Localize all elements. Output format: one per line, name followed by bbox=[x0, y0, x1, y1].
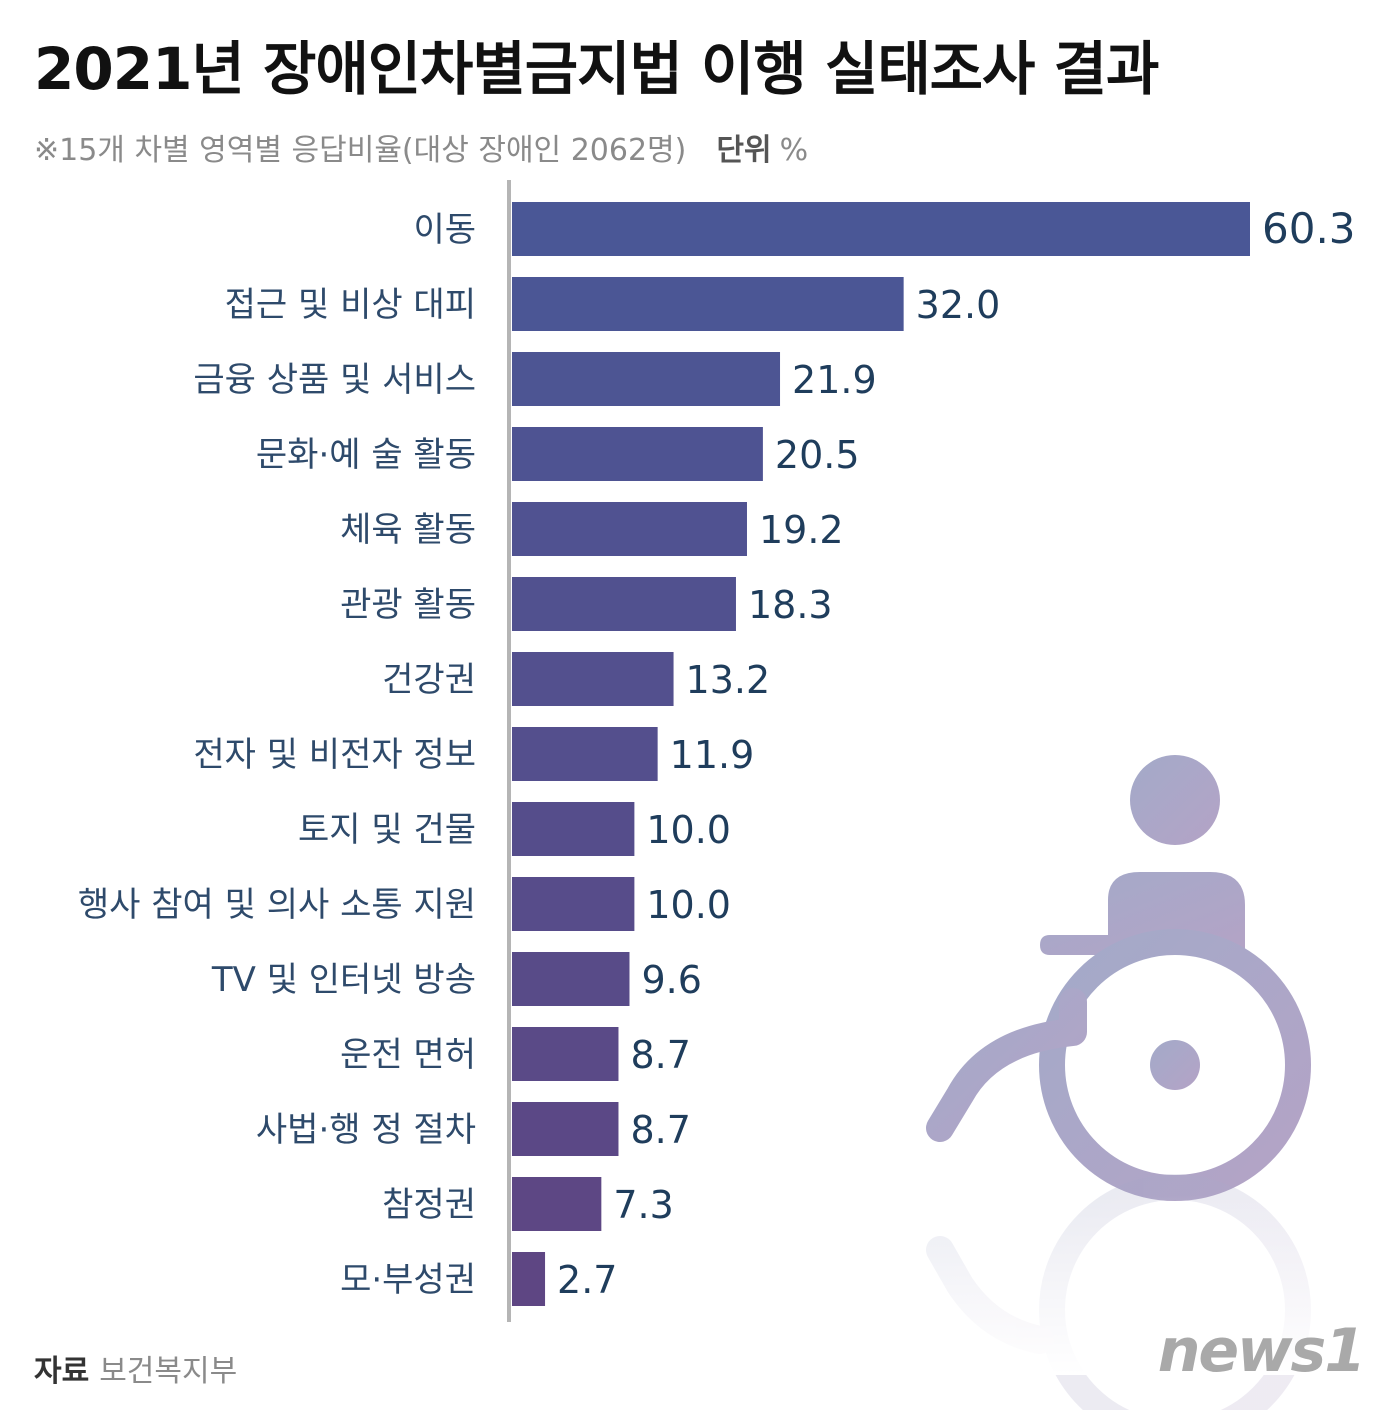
bar-0 bbox=[512, 202, 1250, 256]
value-label-13: 7.3 bbox=[613, 1183, 673, 1227]
bars-group: 이동 60.3 접근 및 비상 대피 32.0 금융 상품 및 서비스 21.9 문화·예 … bbox=[78, 202, 1356, 1306]
bar-9 bbox=[512, 877, 635, 931]
category-label-8: 토지 및 건물 bbox=[298, 810, 476, 850]
value-label-5: 18.3 bbox=[748, 583, 833, 627]
value-label-14: 2.7 bbox=[557, 1258, 617, 1302]
bar-1 bbox=[512, 277, 904, 331]
category-label-6: 건강권 bbox=[382, 660, 476, 700]
category-label-12: 사법·행 정 절차 bbox=[256, 1110, 476, 1150]
category-label-7: 전자 및 비전자 정보 bbox=[193, 735, 476, 775]
category-label-0: 이동 bbox=[413, 210, 476, 250]
value-label-9: 10.0 bbox=[646, 883, 731, 927]
bar-5 bbox=[512, 577, 736, 631]
bar-8 bbox=[512, 802, 635, 856]
chart-title: 2021년 장애인차별금지법 이행 실태조사 결과 bbox=[34, 35, 1159, 103]
category-label-14: 모·부성권 bbox=[340, 1260, 476, 1300]
source-line: 자료 보건복지부 bbox=[34, 1346, 237, 1390]
value-label-0: 60.3 bbox=[1262, 204, 1356, 253]
chart-subtitle: ※15개 차별 영역별 응답비율(대상 장애인 2062명) 단위% bbox=[34, 125, 808, 169]
category-label-2: 금융 상품 및 서비스 bbox=[193, 360, 476, 400]
value-label-6: 13.2 bbox=[686, 658, 771, 702]
value-label-10: 9.6 bbox=[641, 958, 701, 1002]
category-label-10: TV 및 인터넷 방송 bbox=[211, 960, 476, 1000]
value-label-12: 8.7 bbox=[630, 1108, 690, 1152]
category-label-4: 체육 활동 bbox=[340, 510, 476, 550]
category-label-13: 참정권 bbox=[382, 1185, 476, 1225]
value-label-11: 8.7 bbox=[630, 1033, 690, 1077]
bar-4 bbox=[512, 502, 747, 556]
value-label-3: 20.5 bbox=[775, 433, 860, 477]
category-label-5: 관광 활동 bbox=[340, 585, 476, 625]
bar-6 bbox=[512, 652, 674, 706]
bar-3 bbox=[512, 427, 763, 481]
source-value: 보건복지부 bbox=[99, 1354, 238, 1389]
subtitle-text: ※15개 차별 영역별 응답비율(대상 장애인 2062명) bbox=[34, 133, 687, 168]
bar-14 bbox=[512, 1252, 546, 1306]
bar-11 bbox=[512, 1027, 619, 1081]
value-label-7: 11.9 bbox=[670, 733, 755, 777]
value-label-8: 10.0 bbox=[646, 808, 731, 852]
bar-2 bbox=[512, 352, 781, 406]
value-label-2: 21.9 bbox=[792, 358, 877, 402]
category-label-9: 행사 참여 및 의사 소통 지원 bbox=[78, 885, 476, 925]
unit-label: 단위 bbox=[716, 133, 772, 168]
value-label-1: 32.0 bbox=[916, 283, 1001, 327]
category-label-11: 운전 면허 bbox=[340, 1035, 476, 1075]
bar-10 bbox=[512, 952, 630, 1006]
category-label-3: 문화·예 술 활동 bbox=[256, 435, 476, 475]
source-label: 자료 bbox=[34, 1354, 90, 1389]
bar-12 bbox=[512, 1102, 619, 1156]
news1-logo: news1 bbox=[1157, 1316, 1366, 1386]
unit-value: % bbox=[779, 133, 809, 168]
bar-13 bbox=[512, 1177, 602, 1231]
bar-7 bbox=[512, 727, 658, 781]
value-label-4: 19.2 bbox=[759, 508, 844, 552]
wheelchair-icon bbox=[900, 755, 1340, 1410]
category-label-1: 접근 및 비상 대피 bbox=[225, 285, 476, 325]
